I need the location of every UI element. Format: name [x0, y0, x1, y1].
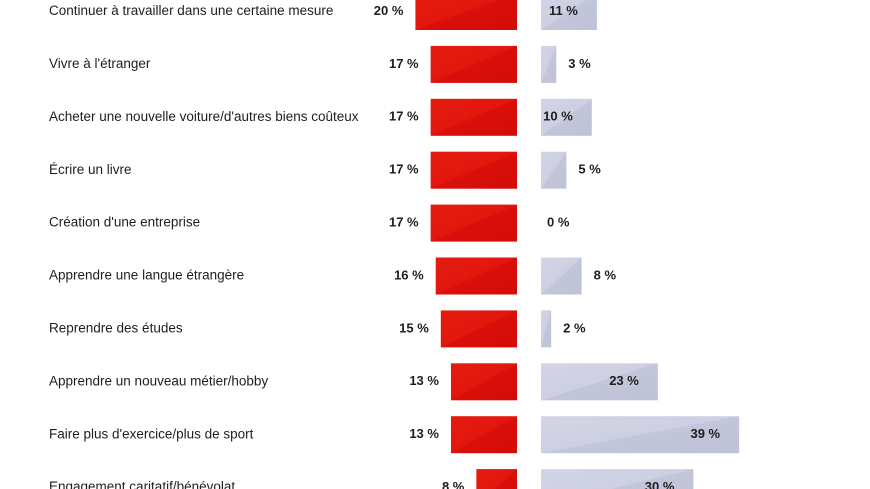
value-label-red: 15 %	[399, 320, 429, 335]
chart-row: Apprendre un nouveau métier/hobby 13 % 23 …	[49, 363, 658, 401]
category-label: Création d'une entreprise	[49, 215, 200, 230]
bar-grey	[541, 45, 557, 83]
chart-row: Engagement caritatif/bénévolat 8 % 30 %	[49, 469, 694, 489]
chart-row: Écrire un livre 17 % 5 %	[49, 151, 601, 189]
value-label-red: 17 %	[389, 162, 419, 177]
chart-row: Continuer à travailler dans une certaine…	[49, 0, 597, 30]
bar-red	[430, 45, 517, 83]
value-label-grey: 11 %	[549, 3, 578, 18]
value-label-grey: 2 %	[563, 320, 586, 335]
value-label-red: 8 %	[442, 479, 465, 489]
category-label: Engagement caritatif/bénévolat	[49, 479, 235, 489]
value-label-red: 13 %	[409, 426, 439, 441]
bar-grey	[541, 0, 597, 30]
category-label: Vivre à l'étranger	[49, 56, 151, 71]
chart-row: Faire plus d'exercice/plus de sport 13 % 3…	[49, 416, 740, 454]
value-label-red: 17 %	[389, 109, 419, 124]
bar-grey	[541, 469, 694, 489]
category-label: Continuer à travailler dans une certaine…	[49, 3, 333, 18]
value-label-red: 17 %	[389, 56, 419, 71]
category-label: Acheter une nouvelle voiture/d'autres bi…	[49, 109, 359, 124]
value-label-red: 13 %	[409, 373, 439, 388]
bar-red	[476, 469, 517, 489]
bar-grey	[541, 310, 552, 348]
bar-grey	[541, 416, 740, 454]
bar-grey	[541, 363, 658, 401]
category-label: Reprendre des études	[49, 320, 183, 335]
value-label-grey: 30 %	[645, 479, 675, 489]
value-label-grey: 8 %	[594, 267, 617, 282]
category-label: Apprendre une langue étrangère	[49, 268, 244, 283]
value-label-grey: 3 %	[568, 56, 591, 71]
bar-red	[430, 204, 517, 242]
value-label-grey: 5 %	[578, 162, 601, 177]
category-label: Faire plus d'exercice/plus de sport	[49, 426, 254, 441]
chart-row: Reprendre des études 15 % 2 %	[49, 310, 586, 348]
chart-row: Création d'une entreprise 17 % 0 %	[49, 204, 570, 242]
value-label-grey: 10 %	[543, 109, 573, 124]
chart-row: Apprendre une langue étrangère 16 % 8 %	[49, 257, 617, 295]
bar-red	[450, 416, 517, 454]
category-label: Écrire un livre	[49, 162, 132, 177]
bar-grey	[541, 257, 582, 295]
value-label-red: 16 %	[394, 267, 424, 282]
value-label-grey: 39 %	[690, 426, 720, 441]
chart-row: Vivre à l'étranger 17 % 3 %	[49, 45, 591, 83]
bar-red	[415, 0, 517, 30]
bar-red	[430, 98, 517, 136]
category-label: Apprendre un nouveau métier/hobby	[49, 373, 268, 388]
bar-red	[440, 310, 517, 348]
bar-grey	[541, 151, 567, 189]
chart-row: Acheter une nouvelle voiture/d'autres bi…	[49, 98, 592, 136]
value-label-red: 17 %	[389, 215, 419, 230]
bar-red	[430, 151, 517, 189]
value-label-grey: 23 %	[609, 373, 639, 388]
value-label-red: 20 %	[374, 3, 404, 18]
value-label-grey: 0 %	[547, 215, 570, 230]
bar-red	[450, 363, 517, 401]
bar-grey	[541, 98, 592, 136]
bar-red	[435, 257, 517, 295]
